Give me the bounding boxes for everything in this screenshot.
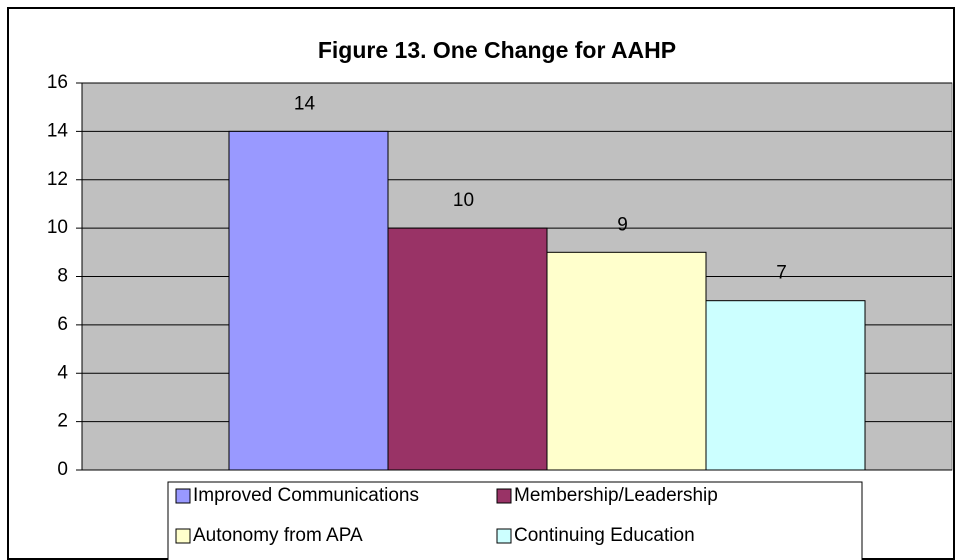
bar [387, 227, 548, 471]
data-label: 9 [617, 214, 628, 235]
y-tick-label: 8 [57, 266, 68, 287]
data-label: 14 [294, 93, 316, 114]
y-tick-label: 4 [57, 362, 68, 383]
y-tick-label: 2 [57, 411, 68, 432]
bar [228, 130, 389, 471]
y-tick-label: 10 [47, 217, 68, 238]
data-label: 7 [776, 263, 787, 284]
legend-swatch [496, 488, 512, 504]
y-tick-label: 6 [57, 314, 68, 335]
y-tick-label: 16 [47, 72, 68, 93]
legend-box [167, 481, 863, 560]
legend-label: Membership/Leadership [514, 485, 718, 506]
legend-label: Autonomy from APA [193, 525, 363, 546]
legend-label: Improved Communications [193, 485, 419, 506]
legend-swatch [496, 528, 512, 544]
bar [705, 300, 866, 471]
legend-swatch [175, 488, 191, 504]
y-tick-label: 0 [57, 459, 68, 480]
bar [546, 251, 707, 471]
y-tick-label: 14 [47, 120, 69, 141]
legend-label: Continuing Education [514, 525, 695, 546]
y-tick-label: 12 [47, 169, 68, 190]
chart-title: Figure 13. One Change for AAHP [318, 37, 676, 63]
legend-swatch [175, 528, 191, 544]
data-label: 10 [453, 190, 474, 211]
